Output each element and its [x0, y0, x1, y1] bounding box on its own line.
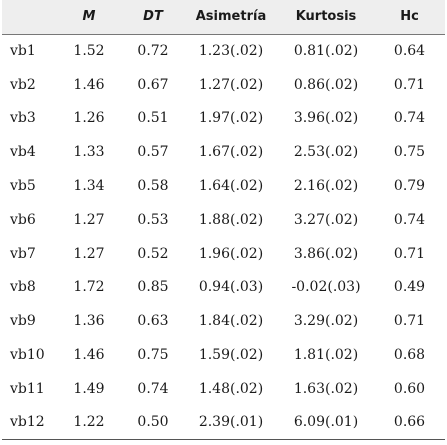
cell-dt: 0.58	[137, 178, 169, 195]
cell-dt: 0.51	[137, 110, 169, 127]
table-row: vb7 1.27 0.52 1.96(.02) 3.86(.02) 0.71	[2, 237, 445, 271]
cell-item: vb8	[10, 279, 36, 296]
cell-mean: 1.72	[73, 279, 105, 296]
table-row: vb4 1.33 0.57 1.67(.02) 2.53(.02) 0.75	[2, 135, 445, 169]
cell-dt: 0.85	[137, 279, 169, 296]
cell-hc: 0.74	[393, 110, 426, 127]
table-row: vb10 1.46 0.75 1.59(.02) 1.81(.02) 0.68	[2, 338, 445, 372]
cell-mean: 1.27	[73, 245, 105, 262]
cell-item: vb11	[10, 380, 45, 397]
cell-kurtosis: 2.53(.02)	[293, 144, 359, 161]
header-kurtosis: Kurtosis	[278, 0, 374, 35]
cell-mean: 1.52	[73, 43, 105, 60]
header-hc: Hc	[374, 0, 445, 35]
cell-mean: 1.46	[73, 76, 105, 93]
cell-dt: 0.75	[137, 347, 169, 364]
cell-kurtosis: 3.29(.02)	[293, 313, 359, 330]
table-body: vb1 1.52 0.72 1.23(.02) 0.81(.02) 0.64 vb2 1.46…	[2, 34, 445, 441]
cell-mean: 1.27	[73, 211, 105, 228]
cell-kurtosis: 6.09(.01)	[278, 405, 374, 441]
cell-mean: 1.22	[56, 405, 122, 441]
cell-kurtosis: 3.96(.02)	[293, 110, 359, 127]
cell-dt: 0.52	[137, 245, 169, 262]
cell-item: vb5	[10, 178, 36, 195]
table-row: vb12 1.22 0.50 2.39(.01) 6.09(.01) 0.66	[2, 405, 445, 441]
cell-hc: 0.64	[393, 43, 426, 60]
header-dt: DT	[122, 0, 184, 35]
table-row: vb11 1.49 0.74 1.48(.02) 1.63(.02) 0.60	[2, 372, 445, 406]
cell-asimetria: 1.84(.02)	[198, 313, 264, 330]
cell-hc: 0.75	[393, 144, 426, 161]
cell-asimetria: 0.94(.03)	[198, 279, 264, 296]
cell-item: vb7	[10, 245, 36, 262]
cell-item: vb6	[10, 211, 36, 228]
cell-dt: 0.53	[137, 211, 169, 228]
cell-mean: 1.46	[73, 347, 105, 364]
cell-item: vb10	[10, 347, 45, 364]
cell-kurtosis: 0.86(.02)	[293, 76, 359, 93]
cell-asimetria: 1.97(.02)	[198, 110, 264, 127]
cell-asimetria: 1.27(.02)	[198, 76, 264, 93]
table-row: vb3 1.26 0.51 1.97(.02) 3.96(.02) 0.74	[2, 102, 445, 136]
cell-hc: 0.71	[393, 76, 426, 93]
cell-kurtosis: -0.02(.03)	[291, 279, 361, 296]
header-item	[2, 0, 56, 35]
cell-kurtosis: 1.63(.02)	[293, 380, 359, 397]
table-row: vb5 1.34 0.58 1.64(.02) 2.16(.02) 0.79	[2, 169, 445, 203]
cell-dt: 0.50	[122, 405, 184, 441]
cell-asimetria: 1.48(.02)	[198, 380, 264, 397]
cell-item: vb3	[10, 110, 36, 127]
cell-dt: 0.74	[137, 380, 169, 397]
cell-item: vb12	[2, 405, 56, 441]
cell-asimetria: 1.23(.02)	[198, 43, 264, 60]
cell-mean: 1.49	[73, 380, 105, 397]
header-mean: M	[56, 0, 122, 35]
table-row: vb1 1.52 0.72 1.23(.02) 0.81(.02) 0.64	[2, 34, 445, 68]
cell-dt: 0.67	[137, 76, 169, 93]
cell-mean: 1.33	[73, 144, 105, 161]
cell-hc: 0.60	[393, 380, 426, 397]
cell-kurtosis: 3.86(.02)	[293, 245, 359, 262]
cell-item: vb2	[10, 76, 36, 93]
cell-asimetria: 1.88(.02)	[198, 211, 264, 228]
header-row: M DT Asimetría Kurtosis Hc	[2, 0, 445, 35]
table-row: vb8 1.72 0.85 0.94(.03) -0.02(.03) 0.49	[2, 271, 445, 305]
cell-mean: 1.36	[73, 313, 105, 330]
cell-hc: 0.71	[393, 313, 426, 330]
table-header: M DT Asimetría Kurtosis Hc	[2, 0, 445, 35]
cell-kurtosis: 1.81(.02)	[293, 347, 359, 364]
table-row: vb9 1.36 0.63 1.84(.02) 3.29(.02) 0.71	[2, 304, 445, 338]
cell-hc: 0.68	[393, 347, 426, 364]
cell-mean: 1.26	[73, 110, 105, 127]
cell-item: vb9	[10, 313, 36, 330]
cell-kurtosis: 2.16(.02)	[293, 178, 359, 195]
cell-asimetria: 1.59(.02)	[198, 347, 264, 364]
cell-hc: 0.79	[393, 178, 426, 195]
cell-dt: 0.63	[137, 313, 169, 330]
cell-asimetria: 1.96(.02)	[198, 245, 264, 262]
cell-hc: 0.71	[393, 245, 426, 262]
header-asimetria: Asimetría	[184, 0, 278, 35]
cell-item: vb1	[10, 43, 36, 60]
cell-hc: 0.49	[393, 279, 426, 296]
cell-hc: 0.74	[393, 211, 426, 228]
cell-dt: 0.57	[137, 144, 169, 161]
cell-hc: 0.66	[374, 405, 445, 441]
table-row: vb2 1.46 0.67 1.27(.02) 0.86(.02) 0.71	[2, 68, 445, 102]
cell-asimetria: 1.67(.02)	[198, 144, 264, 161]
table-row: vb6 1.27 0.53 1.88(.02) 3.27(.02) 0.74	[2, 203, 445, 237]
cell-dt: 0.72	[137, 43, 169, 60]
cell-kurtosis: 3.27(.02)	[293, 211, 359, 228]
cell-asimetria: 1.64(.02)	[198, 178, 264, 195]
cell-mean: 1.34	[73, 178, 105, 195]
cell-asimetria: 2.39(.01)	[184, 405, 278, 441]
cell-item: vb4	[10, 144, 36, 161]
cell-kurtosis: 0.81(.02)	[293, 43, 359, 60]
